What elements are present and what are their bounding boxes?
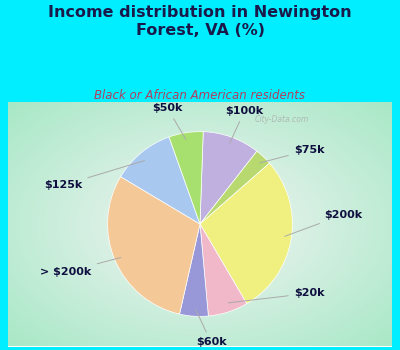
Wedge shape: [180, 224, 208, 316]
Wedge shape: [200, 163, 292, 304]
Text: $100k: $100k: [225, 106, 264, 144]
Wedge shape: [200, 151, 270, 224]
Text: $75k: $75k: [260, 145, 324, 163]
Wedge shape: [121, 137, 200, 224]
Text: $125k: $125k: [44, 161, 144, 190]
Text: $50k: $50k: [152, 104, 186, 139]
Text: City-Data.com: City-Data.com: [254, 116, 308, 125]
Wedge shape: [108, 177, 200, 314]
Text: Black or African American residents: Black or African American residents: [94, 89, 306, 102]
Wedge shape: [169, 132, 203, 224]
Text: Income distribution in Newington
Forest, VA (%): Income distribution in Newington Forest,…: [48, 5, 352, 38]
Wedge shape: [200, 132, 257, 224]
Text: $20k: $20k: [228, 288, 324, 303]
Wedge shape: [200, 224, 247, 316]
Text: $200k: $200k: [285, 210, 362, 236]
Text: > $200k: > $200k: [40, 258, 121, 277]
Text: $60k: $60k: [196, 309, 226, 347]
